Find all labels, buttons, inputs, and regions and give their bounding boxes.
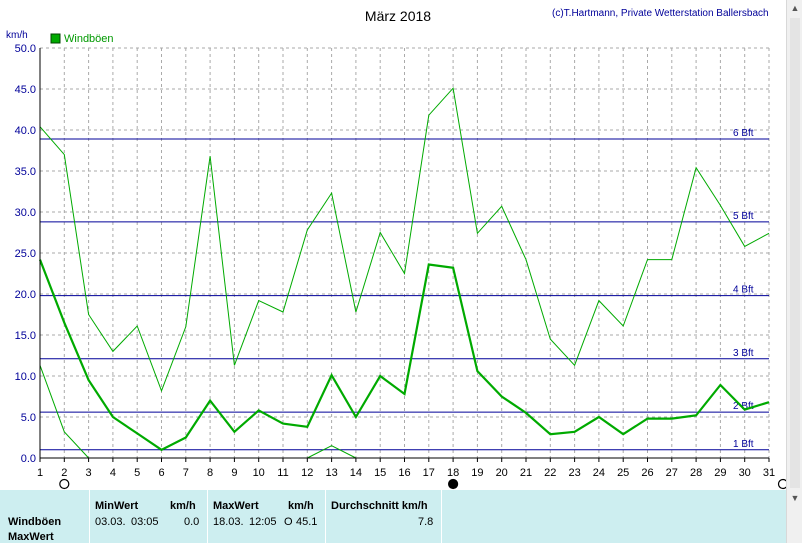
y-tick-label: 10.0 <box>15 371 36 383</box>
x-tick-label: 11 <box>277 467 288 479</box>
x-tick-label: 12 <box>301 467 313 479</box>
full-moon-icon <box>448 478 459 490</box>
max-unit: km/h <box>288 500 314 512</box>
x-tick-label: 18 <box>447 467 459 479</box>
y-tick-label: 45.0 <box>15 84 36 96</box>
y-tick-label: 20.0 <box>15 289 36 301</box>
avg-header: Durchschnitt km/h <box>331 500 428 512</box>
x-tick-label: 25 <box>617 467 629 479</box>
new-moon-icon <box>59 478 70 490</box>
beaufort-label: 3 Bft <box>733 348 754 359</box>
x-tick-label: 8 <box>207 467 213 479</box>
max-gust-line <box>39 87 770 393</box>
x-tick-label: 14 <box>350 467 362 479</box>
x-tick-label: 7 <box>183 467 189 479</box>
y-tick-label: 40.0 <box>15 125 36 137</box>
x-tick-label: 3 <box>86 467 92 479</box>
y-axis-label: km/h <box>6 30 28 41</box>
x-tick-label: 5 <box>134 467 140 479</box>
beaufort-label: 6 Bft <box>733 128 754 139</box>
x-tick-label: 20 <box>496 467 508 479</box>
beaufort-label: 5 Bft <box>733 211 754 222</box>
x-tick-label: 30 <box>739 467 751 479</box>
x-tick-label: 17 <box>423 467 435 479</box>
max-value: 45.1 <box>296 516 318 528</box>
x-tick-label: 13 <box>325 467 337 479</box>
y-tick-label: 35.0 <box>15 166 36 178</box>
y-tick-labels: 0.0 5.0 10.0 15.0 20.0 25.0 30.0 35.0 40.0 45.0 50… <box>15 43 36 465</box>
y-tick-label: 5.0 <box>21 412 36 424</box>
x-tick-label: 23 <box>568 467 580 479</box>
row-label-windboeen: Windböen <box>8 516 62 528</box>
series-lines <box>38 87 770 459</box>
x-tick-label: 10 <box>253 467 265 479</box>
y-tick-label: 50.0 <box>15 43 36 55</box>
y-tick-label: 15.0 <box>15 330 36 342</box>
legend-label: Windböen <box>64 33 114 45</box>
min-header: MinWert <box>95 500 139 512</box>
max-header: MaxWert <box>213 500 259 512</box>
vertical-scrollbar[interactable]: ▲ ▼ <box>786 0 802 543</box>
min-gust-line <box>39 365 89 459</box>
chart-title: März 2018 <box>365 8 431 24</box>
max-time: 12:05 <box>249 516 277 528</box>
wind-chart: März 2018 (c)T.Hartmann, Private Wetters… <box>6 8 786 490</box>
x-tick-label: 16 <box>398 467 410 479</box>
x-tick-label: 9 <box>231 467 237 479</box>
grid-lines <box>39 47 770 459</box>
max-date: 18.03. <box>213 516 244 528</box>
min-value: 0.0 <box>184 516 200 528</box>
x-tick-label: 2 <box>61 467 67 479</box>
x-tick-labels: 1 2 3 4 5 6 7 8 9 10 11 12 13 14 15 16 17 18 19 20 21 22 23 24 2… <box>37 467 775 479</box>
x-tick-label: 4 <box>110 467 116 479</box>
summary-table: Windböen MaxWert MinWert km/h 03.03. 03:… <box>0 490 786 543</box>
y-tick-label: 30.0 <box>15 207 36 219</box>
x-tick-label: 19 <box>471 467 483 479</box>
x-tick-label: 28 <box>690 467 702 479</box>
new-moon-icon <box>777 478 786 490</box>
y-tick-label: 25.0 <box>15 248 36 260</box>
max-direction: O <box>284 516 293 528</box>
x-tick-label: 31 <box>763 467 775 479</box>
min-date: 03.03. <box>95 516 126 528</box>
avg-gust-line <box>38 259 770 452</box>
legend-swatch <box>50 33 61 44</box>
x-tick-label: 21 <box>520 467 532 479</box>
min-gust-line <box>307 445 357 459</box>
scroll-up-icon[interactable]: ▲ <box>790 3 800 13</box>
scroll-track[interactable] <box>790 18 800 488</box>
x-tick-label: 27 <box>666 467 678 479</box>
chart-credit: (c)T.Hartmann, Private Wetterstation Bal… <box>552 8 769 19</box>
row-label-maxwert: MaxWert <box>8 531 54 543</box>
beaufort-label: 2 Bft <box>733 401 754 412</box>
x-tick-label: 22 <box>544 467 556 479</box>
min-time: 03:05 <box>131 516 159 528</box>
day-markers <box>59 478 786 490</box>
x-tick-label: 26 <box>641 467 653 479</box>
axes <box>39 48 770 462</box>
x-tick-label: 15 <box>374 467 386 479</box>
x-tick-label: 29 <box>714 467 726 479</box>
x-tick-label: 24 <box>593 467 605 479</box>
scroll-down-icon[interactable]: ▼ <box>790 493 800 503</box>
min-unit: km/h <box>170 500 196 512</box>
avg-value: 7.8 <box>418 516 434 528</box>
beaufort-lines: 1 Bft 2 Bft 3 Bft 4 Bft 5 Bft 6 Bft <box>40 128 769 451</box>
x-tick-label: 1 <box>37 467 43 479</box>
y-tick-label: 0.0 <box>21 453 36 465</box>
beaufort-label: 1 Bft <box>733 439 754 450</box>
beaufort-label: 4 Bft <box>733 285 754 296</box>
x-tick-label: 6 <box>158 467 164 479</box>
